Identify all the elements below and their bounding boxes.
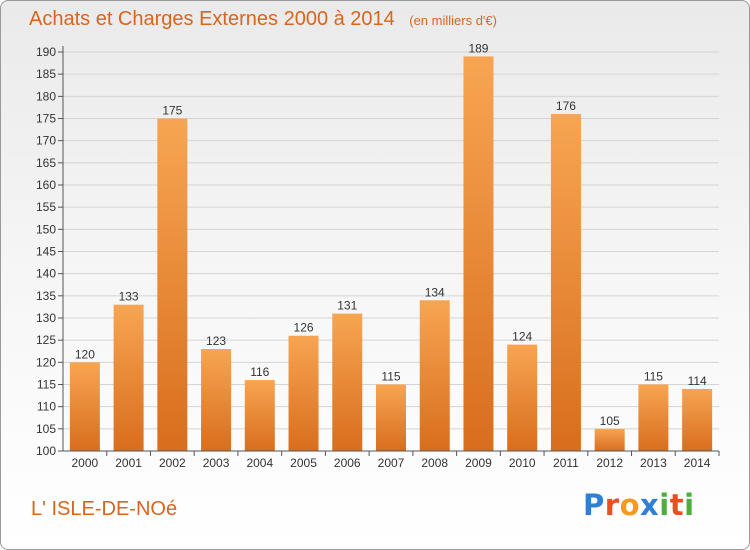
x-tick-label-2007: 2007 bbox=[378, 456, 405, 470]
y-tick-label: 130 bbox=[36, 311, 56, 325]
y-tick-label: 150 bbox=[36, 222, 56, 236]
x-tick-label-2013: 2013 bbox=[640, 456, 667, 470]
logo-letter: i bbox=[684, 488, 695, 522]
data-label-2008: 134 bbox=[425, 285, 445, 299]
data-label-2000: 120 bbox=[75, 347, 95, 361]
data-label-2003: 123 bbox=[206, 334, 226, 348]
y-tick-label: 115 bbox=[37, 378, 56, 392]
proxiti-logo: Proxiti bbox=[583, 488, 695, 522]
data-label-2013: 115 bbox=[644, 370, 663, 384]
bar-2000 bbox=[69, 362, 100, 451]
y-tick-label: 110 bbox=[37, 400, 56, 414]
data-label-2010: 124 bbox=[512, 330, 532, 344]
y-tick-label: 140 bbox=[36, 267, 56, 281]
data-label-2001: 133 bbox=[119, 290, 139, 304]
x-tick-label-2008: 2008 bbox=[421, 456, 448, 470]
y-tick-label: 185 bbox=[36, 67, 56, 81]
y-tick-label: 145 bbox=[36, 245, 56, 259]
data-label-2012: 105 bbox=[600, 414, 620, 428]
x-tick-label-2000: 2000 bbox=[72, 456, 99, 470]
y-tick-label: 165 bbox=[36, 156, 56, 170]
data-label-2002: 175 bbox=[162, 104, 182, 118]
x-tick-label-2012: 2012 bbox=[596, 456, 623, 470]
bar-2005 bbox=[288, 335, 319, 451]
data-label-2014: 114 bbox=[688, 374, 707, 388]
y-tick-label: 125 bbox=[36, 333, 56, 347]
axes: 100 105 110 115 120 125 130 135 140 145 150 155 160 1… bbox=[36, 45, 720, 470]
logo-letter: x bbox=[640, 488, 660, 522]
bar-2008 bbox=[419, 300, 450, 451]
y-tick-label: 190 bbox=[36, 45, 56, 59]
y-tick-label: 180 bbox=[36, 89, 56, 103]
y-tick-label: 105 bbox=[36, 422, 56, 436]
logo-letter: i bbox=[659, 488, 670, 522]
bar-2002 bbox=[157, 118, 188, 451]
bar-2001 bbox=[113, 304, 144, 451]
bar-2006 bbox=[332, 313, 363, 451]
y-tick-label: 160 bbox=[36, 178, 56, 192]
data-label-2005: 126 bbox=[294, 321, 314, 335]
bar-2009 bbox=[463, 56, 494, 451]
bar-2007 bbox=[376, 384, 406, 451]
y-tick-label: 170 bbox=[36, 134, 56, 148]
x-tick-label-2002: 2002 bbox=[159, 456, 186, 470]
data-label-2011: 176 bbox=[556, 99, 576, 113]
logo-letter: o bbox=[619, 488, 641, 522]
logo-letter: t bbox=[669, 488, 685, 522]
x-tick-label-2006: 2006 bbox=[334, 456, 361, 470]
x-tick-label-2009: 2009 bbox=[465, 456, 492, 470]
y-tick-label: 155 bbox=[36, 200, 56, 214]
y-tick-label: 175 bbox=[36, 112, 56, 126]
x-tick-label-2004: 2004 bbox=[246, 456, 273, 470]
data-label-2006: 131 bbox=[337, 299, 357, 313]
chart-unit-label: (en milliers d'€) bbox=[409, 13, 497, 28]
data-label-2009: 189 bbox=[468, 41, 488, 55]
x-tick-label-2014: 2014 bbox=[684, 456, 711, 470]
x-tick-label-2011: 2011 bbox=[553, 456, 579, 470]
commune-name: L' ISLE-DE-NOé bbox=[31, 498, 178, 520]
bar-2013 bbox=[638, 384, 669, 451]
x-tick-label-2001: 2001 bbox=[115, 456, 142, 470]
data-label-2004: 116 bbox=[250, 365, 269, 379]
x-tick-label-2010: 2010 bbox=[509, 456, 536, 470]
bar-2011 bbox=[550, 114, 581, 452]
y-tick-label: 135 bbox=[36, 289, 56, 303]
y-tick-label: 120 bbox=[36, 355, 56, 369]
x-tick-label-2003: 2003 bbox=[203, 456, 230, 470]
bar-2003 bbox=[201, 349, 232, 451]
bar-2004 bbox=[244, 380, 275, 451]
chart-title: Achats et Charges Externes 2000 à 2014 bbox=[29, 8, 395, 30]
data-label-2007: 115 bbox=[381, 370, 400, 384]
bar-2010 bbox=[507, 344, 538, 451]
logo-letter: P bbox=[583, 488, 605, 522]
y-tick-label: 100 bbox=[36, 444, 56, 458]
title-block: Achats et Charges Externes 2000 à 2014 (… bbox=[29, 8, 497, 31]
logo-letter: r bbox=[604, 488, 620, 522]
bar-2012 bbox=[594, 428, 625, 451]
bars: 120 133 175 123 116 126 131 115 134 189 124 176 105 1… bbox=[69, 41, 713, 452]
bar-2014 bbox=[682, 388, 713, 451]
x-tick-label-2005: 2005 bbox=[290, 456, 317, 470]
